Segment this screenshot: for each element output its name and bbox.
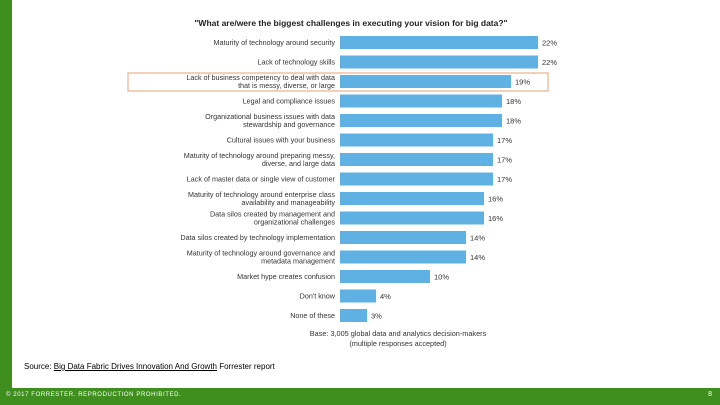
bar-10: [340, 231, 466, 244]
value-label-13: 4%: [380, 292, 391, 301]
bar-0: [340, 36, 538, 49]
value-label-4: 18%: [506, 116, 521, 125]
value-label-12: 10%: [434, 272, 449, 281]
category-label-6-line-0: Maturity of technology around preparing …: [184, 151, 335, 160]
value-label-0: 22%: [542, 38, 557, 47]
category-label-6-line-1: diverse, and large data: [262, 159, 335, 168]
source-report-link[interactable]: Big Data Fabric Drives Innovation And Gr…: [53, 362, 217, 371]
category-label-11-line-1: metadata management: [261, 257, 335, 266]
bar-9: [340, 211, 484, 225]
bar-2: [340, 75, 511, 88]
bar-chart: "What are/were the biggest challenges in…: [127, 18, 557, 348]
category-label-12: Market hype creates confusion: [237, 272, 335, 281]
category-label-14: None of these: [290, 311, 335, 320]
footer-copyright: © 2017 FORRESTER. REPRODUCTION PROHIBITE…: [6, 392, 182, 398]
value-label-10: 14%: [470, 233, 485, 242]
category-label-13: Don't know: [300, 292, 336, 301]
category-label-2-line-0: Lack of business competency to deal with…: [186, 73, 335, 82]
bar-7: [340, 172, 493, 186]
category-label-10: Data silos created by technology impleme…: [180, 233, 335, 242]
footer-bar: [0, 388, 720, 405]
value-label-9: 16%: [488, 214, 503, 223]
category-label-8-line-1: availability and manageability: [242, 198, 336, 207]
category-label-9-line-0: Data silos created by management and: [210, 210, 335, 219]
bar-11: [340, 250, 466, 264]
bar-13: [340, 289, 376, 303]
source-suffix: Forrester report: [216, 362, 275, 371]
bar-1: [340, 55, 538, 69]
value-label-6: 17%: [497, 155, 512, 164]
bar-8: [340, 192, 484, 205]
category-label-1: Lack of technology skills: [257, 58, 335, 67]
bar-14: [340, 309, 367, 322]
highlight-box: [127, 72, 549, 92]
chart-base-note-line-1: Base: 3,005 global data and analytics de…: [310, 329, 487, 338]
source-citation: Source: Big Data Fabric Drives Innovatio…: [24, 362, 275, 371]
category-label-8-line-0: Maturity of technology around enterprise…: [188, 190, 335, 199]
value-label-1: 22%: [542, 58, 557, 67]
category-label-7: Lack of master data or single view of cu…: [187, 175, 336, 184]
category-label-4-line-1: stewardship and governance: [243, 120, 335, 129]
category-label-2-line-1: that is messy, diverse, or large: [238, 81, 335, 90]
category-label-0: Maturity of technology around security: [214, 38, 336, 47]
bar-5: [340, 133, 493, 147]
category-label-9-line-1: organizational challenges: [254, 218, 336, 227]
category-label-4-line-0: Organizational business issues with data: [205, 112, 335, 121]
value-label-5: 17%: [497, 136, 512, 145]
bar-4: [340, 114, 502, 127]
value-label-2: 19%: [515, 77, 530, 86]
value-label-14: 3%: [371, 311, 382, 320]
bar-12: [340, 270, 430, 283]
value-label-8: 16%: [488, 194, 503, 203]
value-label-7: 17%: [497, 175, 512, 184]
page-number: 8: [708, 391, 712, 398]
source-prefix: Source:: [24, 362, 54, 371]
value-label-3: 18%: [506, 97, 521, 106]
value-label-11: 14%: [470, 253, 485, 262]
category-label-11-line-0: Maturity of technology around governance…: [187, 249, 335, 258]
left-accent-bar: [0, 0, 12, 405]
chart-base-note-line-2: (multiple responses accepted): [349, 339, 446, 348]
category-label-3: Legal and compliance issues: [243, 97, 336, 106]
chart-title: "What are/were the biggest challenges in…: [194, 18, 507, 28]
category-label-5: Cultural issues with your business: [227, 136, 336, 145]
bar-6: [340, 153, 493, 166]
bar-3: [340, 94, 502, 108]
